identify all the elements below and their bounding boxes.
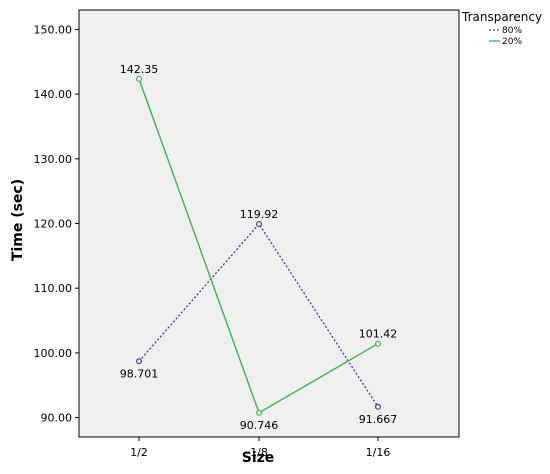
- plot-area: [78, 9, 460, 438]
- y-tick-label: 150.00: [34, 23, 73, 36]
- data-label-layer: 98.701 119.92 91.667 142.35 90.746 101.42: [120, 63, 398, 432]
- data-point: [256, 221, 263, 228]
- y-tick-label: 90.00: [41, 412, 73, 425]
- y-tick-label: 130.00: [34, 153, 73, 166]
- x-axis: 1/2 1/8 1/16: [130, 437, 390, 459]
- data-label: 119.92: [240, 208, 279, 221]
- data-point: [136, 358, 143, 365]
- legend: Transparency 80%20%: [461, 10, 542, 47]
- legend-label: 80%: [502, 26, 522, 36]
- x-tick-label: 1/16: [366, 446, 391, 459]
- data-point: [375, 403, 382, 410]
- x-tick-label: 1/2: [130, 446, 148, 459]
- data-label: 142.35: [120, 63, 159, 76]
- y-axis: 90.00 100.00 110.00 120.00 130.00 140.00 150.0…: [34, 23, 79, 425]
- data-label: 90.746: [240, 419, 279, 432]
- y-tick-label: 120.00: [34, 218, 73, 231]
- y-tick-label: 110.00: [34, 282, 73, 295]
- y-axis-title: Time (sec): [10, 179, 26, 261]
- series-line-80pct: [138, 222, 379, 408]
- data-point: [136, 75, 143, 82]
- x-axis-title: Size: [242, 450, 275, 466]
- data-label: 98.701: [120, 367, 159, 380]
- y-tick-label: 100.00: [34, 347, 73, 360]
- data-label: 101.42: [359, 328, 398, 341]
- x-tick-label: 1/8: [250, 446, 268, 459]
- legend-title: Transparency: [461, 10, 542, 24]
- legend-label: 20%: [502, 37, 522, 47]
- data-point: [375, 340, 382, 347]
- data-point: [256, 409, 263, 416]
- data-label: 91.667: [359, 413, 398, 426]
- y-tick-label: 140.00: [34, 88, 73, 101]
- point-layer: [136, 75, 382, 416]
